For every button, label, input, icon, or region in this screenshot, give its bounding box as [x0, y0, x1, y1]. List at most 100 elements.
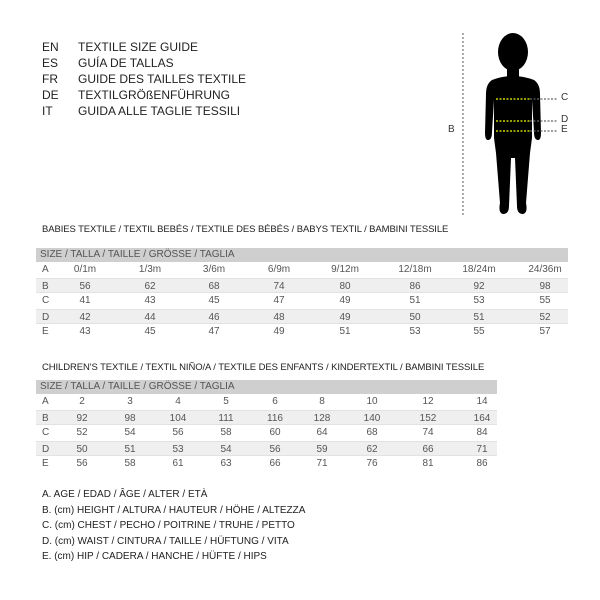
table-cell: 60 — [269, 427, 281, 438]
table-cell: 18/24m — [462, 264, 496, 275]
table-cell: 98 — [539, 280, 551, 292]
table-cell: 46 — [208, 311, 220, 323]
language-code: DE — [42, 88, 59, 102]
table-cell: 92 — [76, 412, 88, 424]
table-row: A 2 3 4 5 6 8 10 12 14 — [36, 394, 497, 410]
language-code: FR — [42, 72, 58, 86]
language-title: TEXTILE SIZE GUIDE — [78, 40, 199, 54]
table-cell: 53 — [172, 443, 184, 455]
table-cell: 62 — [366, 443, 378, 455]
table-cell: 45 — [144, 326, 156, 337]
table-cell: 63 — [220, 458, 232, 469]
language-item-en: EN TEXTILE SIZE GUIDE — [42, 39, 246, 55]
language-item-it: IT GUIDA ALLE TAGLIE TESSILI — [42, 103, 246, 119]
table-cell: 53 — [409, 326, 421, 337]
waist-label: D — [561, 114, 569, 125]
table-row: C 41 43 45 47 49 51 53 55 — [36, 293, 568, 309]
table-row: A 0/1m 1/3m 3/6m 6/9m 9/12m 12/18m 18/24m 24/36m — [36, 262, 568, 278]
table-cell: 49 — [339, 295, 351, 306]
table-cell: 44 — [144, 311, 156, 323]
chest-label: C — [561, 92, 569, 103]
body-measurement-figure: B C D E — [440, 28, 580, 228]
row-label: E — [42, 458, 49, 469]
table-cell: 116 — [267, 412, 283, 424]
table-cell: 54 — [124, 427, 136, 438]
table-cell: 71 — [476, 443, 488, 455]
table-cell: 47 — [273, 295, 285, 306]
table-cell: 6/9m — [267, 264, 291, 275]
table-cell: 50 — [409, 311, 421, 323]
table-cell: 58 — [220, 427, 232, 438]
row-label: A — [42, 396, 49, 407]
table-cell: 24/36m — [528, 264, 562, 275]
language-item-de: DE TEXTILGRÖßENFÜHRUNG — [42, 87, 246, 103]
height-label: B — [448, 124, 455, 135]
legend-item-hip: E. (cm) HIP / CADERA / HANCHE / HÜFTE / … — [42, 551, 267, 562]
table-cell: 164 — [473, 412, 491, 424]
table-cell: 43 — [144, 295, 156, 306]
language-title: TEXTILGRÖßENFÜHRUNG — [78, 88, 231, 102]
table-cell: 51 — [473, 311, 485, 323]
table-cell: 53 — [473, 295, 485, 306]
measurement-legend: A. AGE / EDAD / ÂGE / ALTER / ETÀ B. (cm… — [42, 487, 305, 565]
table-cell: 152 — [419, 412, 437, 424]
table-cell: 52 — [76, 427, 88, 438]
table-row: E 56 58 61 63 66 71 76 81 86 — [36, 456, 497, 472]
table-cell: 10 — [366, 396, 378, 407]
table-cell: 8 — [319, 396, 325, 407]
table-cell: 43 — [79, 326, 91, 337]
table-cell: 42 — [79, 311, 91, 323]
table-cell: 58 — [124, 458, 136, 469]
row-label: C — [42, 427, 50, 438]
table-row: B 92 98 104 111 116 128 140 152 164 — [36, 409, 497, 425]
legend-item-age: A. AGE / EDAD / ÂGE / ALTER / ETÀ — [42, 489, 208, 500]
children-size-table: SIZE / TALLA / TAILLE / GRÖSSE / TAGLIA … — [36, 380, 497, 472]
table-cell: 3/6m — [202, 264, 226, 275]
language-item-fr: FR GUIDE DES TAILLES TEXTILE — [42, 71, 246, 87]
table-cell: 74 — [273, 280, 285, 292]
table-cell: 68 — [208, 280, 220, 292]
babies-size-table: SIZE / TALLA / TAILLE / GRÖSSE / TAGLIA … — [36, 248, 568, 340]
table-header: SIZE / TALLA / TAILLE / GRÖSSE / TAGLIA — [36, 380, 497, 394]
table-cell: 0/1m — [73, 264, 97, 275]
table-cell: 49 — [273, 326, 285, 337]
language-title: GUÍA DE TALLAS — [78, 56, 174, 70]
table-cell: 41 — [79, 295, 91, 306]
row-label: D — [42, 311, 50, 323]
table-row: C 52 54 56 58 60 64 68 74 84 — [36, 425, 497, 441]
row-label: D — [42, 443, 50, 455]
language-list: EN TEXTILE SIZE GUIDE ES GUÍA DE TALLAS FR… — [42, 39, 246, 119]
children-table-title: CHILDREN'S TEXTILE / TEXTIL NIÑO/A / TEX… — [42, 362, 485, 373]
table-cell: 56 — [76, 458, 88, 469]
table-cell: 62 — [144, 280, 156, 292]
table-cell: 6 — [272, 396, 278, 407]
table-cell: 61 — [172, 458, 184, 469]
table-cell: 68 — [366, 427, 378, 438]
table-cell: 111 — [218, 412, 234, 424]
table-cell: 48 — [273, 311, 285, 323]
table-cell: 86 — [476, 458, 488, 469]
row-label: E — [42, 326, 49, 337]
table-cell: 56 — [172, 427, 184, 438]
table-cell: 71 — [316, 458, 328, 469]
language-title: GUIDA ALLE TAGLIE TESSILI — [78, 104, 241, 118]
table-cell: 5 — [223, 396, 229, 407]
table-cell: 9/12m — [331, 264, 359, 275]
table-row: E 43 45 47 49 51 53 55 57 — [36, 324, 568, 340]
table-cell: 4 — [175, 396, 181, 407]
table-cell: 51 — [339, 326, 351, 337]
table-cell: 74 — [422, 427, 434, 438]
language-code: IT — [42, 104, 53, 118]
table-cell: 54 — [220, 443, 232, 455]
table-cell: 86 — [409, 280, 421, 292]
table-cell: 56 — [79, 280, 91, 292]
table-cell: 2 — [79, 396, 85, 407]
table-header: SIZE / TALLA / TAILLE / GRÖSSE / TAGLIA — [36, 248, 568, 262]
table-cell: 3 — [127, 396, 133, 407]
row-label: B — [42, 412, 49, 424]
table-cell: 57 — [539, 326, 551, 337]
hip-label: E — [561, 124, 568, 135]
table-cell: 66 — [269, 458, 281, 469]
table-cell: 51 — [124, 443, 136, 455]
table-cell: 84 — [476, 427, 488, 438]
